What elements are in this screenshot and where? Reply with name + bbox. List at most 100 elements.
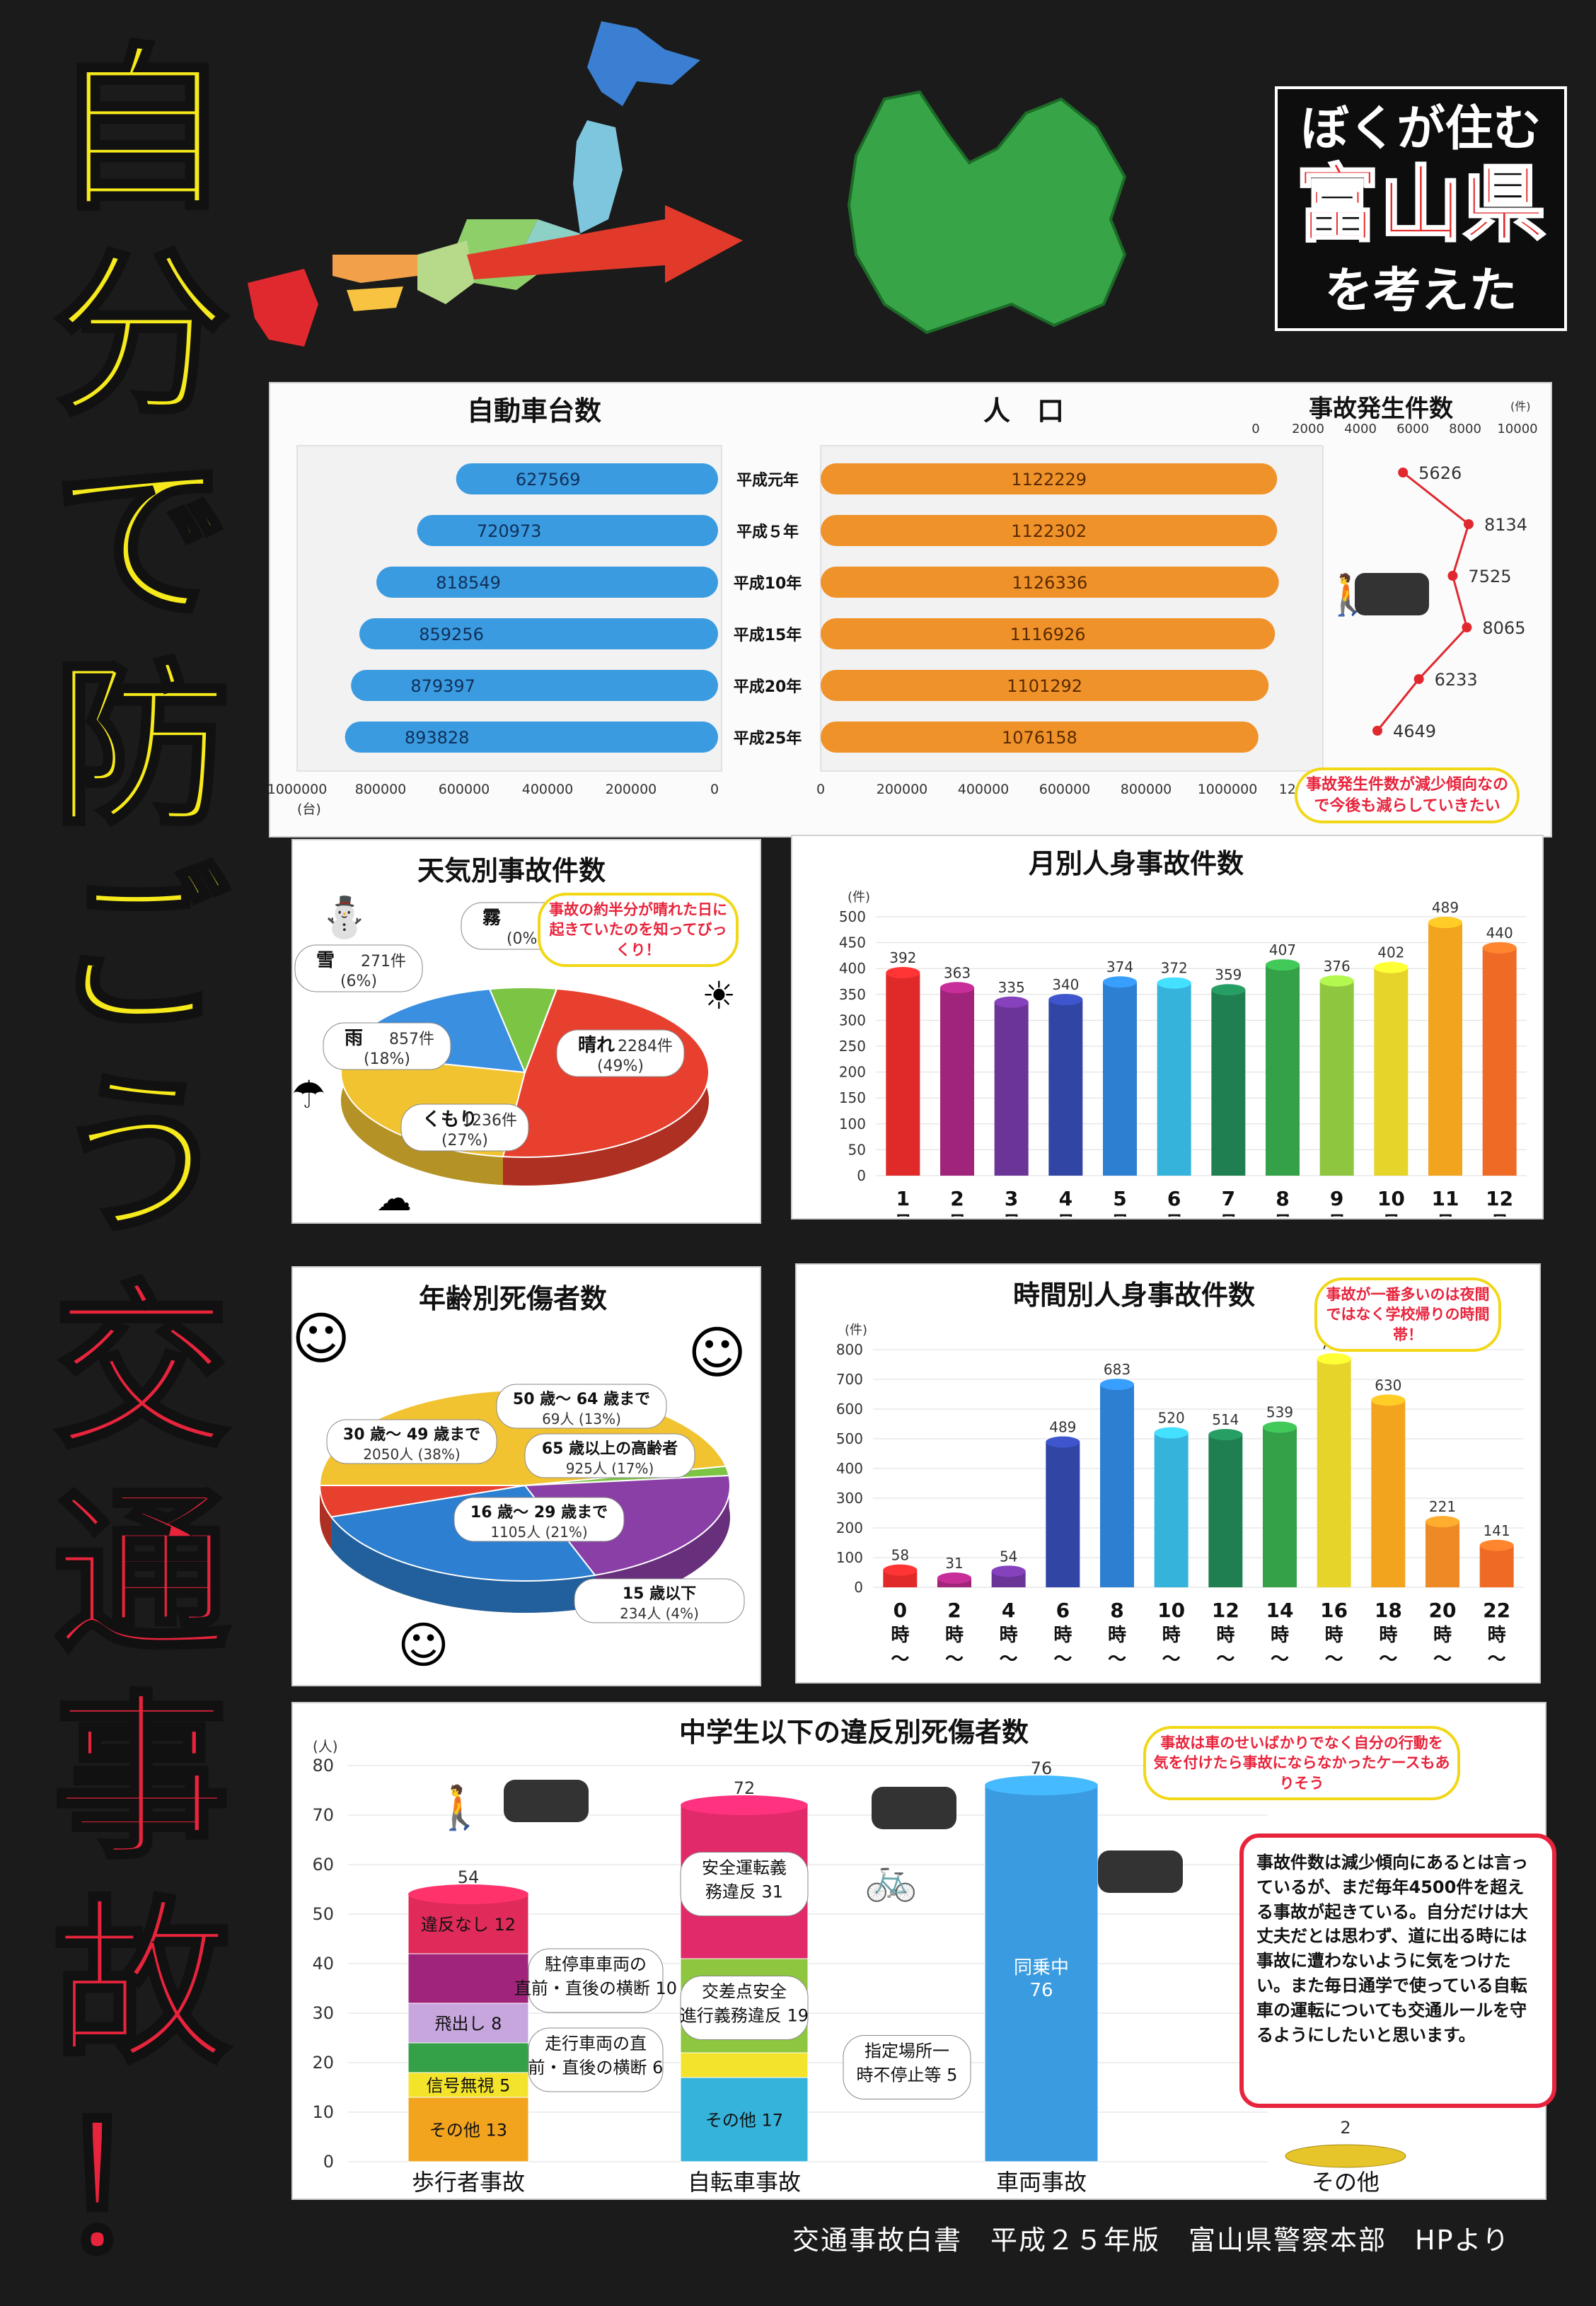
x-label: その他 [1312,2169,1380,2196]
bar-top [1211,984,1245,995]
y-tick: 150 [839,1089,866,1106]
y-tick: 400 [839,960,866,977]
pie-label-value: 2050人 (38%) [363,1446,460,1463]
heading-box: ぼくが住む 富山県 を考えた [1275,86,1567,331]
bar [1046,1442,1080,1587]
pie-label-value: 2284件 [618,1038,673,1055]
y-tick: 500 [836,1430,863,1447]
title-char: 交 [28,1280,255,1485]
x-label-unit: 時 [1000,1625,1018,1646]
hokkaido-shape [587,21,700,106]
x-label-unit: 時 [1433,1625,1452,1646]
accident-tick: 6000 [1396,422,1429,436]
bar-top [995,997,1029,1008]
accident-tick: 0 [1251,422,1259,436]
x-label-unit: ～ [1162,1649,1181,1670]
bar [995,1002,1029,1176]
bar-value: 372 [1161,960,1188,977]
segment-label: 指定場所一 [865,2041,949,2061]
x-label-number: 22 [1483,1599,1510,1622]
snowman-icon: ⛄ [320,895,369,941]
bar-value: 374 [1106,958,1133,975]
y-tick: 600 [836,1401,863,1418]
x-label-unit: ～ [1053,1649,1072,1670]
bar [1157,983,1191,1176]
bar-top [1480,1540,1514,1551]
accident-value: 8134 [1484,515,1527,535]
title-char: う [28,1068,255,1273]
bar [1103,982,1137,1176]
pie-label-pct: (6%) [340,973,377,990]
car-bar-label: 818549 [436,573,501,593]
title-char: ご [28,863,255,1068]
bar-top [1374,962,1408,973]
pie-label-name: 15 歳以下 [623,1585,696,1603]
y-tick: 450 [839,934,866,951]
y-tick: 200 [836,1519,863,1536]
x-label-unit: ～ [1216,1649,1234,1670]
car-bar-label: 627569 [516,470,581,489]
car-unit: (台) [297,801,321,817]
bar-top [1046,1437,1080,1448]
x-label-unit: 時 [1053,1625,1072,1646]
x-label-number: 5 [1113,1187,1126,1210]
segment-label: 安全運転義 [702,1858,787,1878]
accident-value: 7525 [1468,567,1511,586]
x-label-unit: 時 [1162,1625,1181,1646]
title-char: 故 [28,1896,255,2101]
pedestrian-icon: 🚶 [1323,572,1372,618]
bar-value: 489 [1432,899,1459,916]
bar-top [937,1572,971,1584]
accident-point [1464,519,1474,529]
bar-value: 58 [891,1547,909,1564]
bar-top [1317,1353,1351,1365]
shikoku-shape [347,286,403,311]
source-footer: 交通事故白書 平成２５年版 富山県警察本部 HPより [792,2218,1549,2257]
x-label-unit: ～ [1000,1649,1018,1670]
stack-total: 76 [1031,1759,1053,1778]
bar [1266,965,1300,1176]
x-label-unit: 時 [945,1625,964,1646]
bar-top [1155,1427,1189,1439]
pie-label-name: 霧 [482,908,502,929]
y-unit: (人) [313,1738,338,1755]
x-label-unit: ～ [1379,1649,1397,1670]
x-label-number: 18 [1375,1599,1402,1622]
y-tick: 50 [848,1141,866,1158]
pie-label-value: 271件 [361,953,406,971]
weather-bubble: 事故の約半分が晴れた日に起きていたのを知ってびっくり！ [538,893,739,967]
bar [1317,1359,1351,1587]
year-label: 平成10年 [734,574,802,593]
population-tick: 200000 [877,782,928,797]
x-label-unit: ～ [945,1649,964,1670]
pie-label-pct: (49%) [597,1058,644,1075]
bar-top [1263,1422,1297,1433]
accident-value: 8065 [1482,618,1525,638]
segment-label: 信号無視 5 [427,2076,511,2096]
title-char: 事 [28,1691,255,1896]
x-label-unit: 月 [1002,1213,1021,1217]
y-tick: 300 [836,1490,863,1507]
bar [1320,981,1354,1176]
x-label-number: 11 [1432,1187,1459,1210]
car-bar-label: 879397 [410,676,475,696]
segment-label: その他 13 [429,2121,507,2140]
segment-label: 違反なし 12 [421,1915,516,1935]
pie-label-name: 雪 [316,950,335,971]
x-label-unit: ～ [1433,1649,1452,1670]
y-tick: 100 [836,1549,863,1566]
bar [1263,1427,1297,1587]
segment-label: 交差点安全 [702,1982,787,2002]
y-tick: 80 [312,1756,334,1775]
segment-label: 飛出し 8 [435,2014,502,2034]
y-tick: 60 [312,1855,334,1875]
stack-segment [408,2043,528,2073]
accident-point [1414,674,1424,684]
x-label-number: 16 [1320,1599,1348,1622]
title-line2: 交 通 事 故 ！ [28,1280,255,2306]
toyama-map-illustration [828,71,1153,340]
accident-value: 5626 [1418,463,1462,483]
pie-label-name: 30 歳～ 49 歳まで [343,1426,480,1444]
population-tick: 600000 [1039,782,1091,797]
car-bar-label: 720973 [477,521,542,541]
